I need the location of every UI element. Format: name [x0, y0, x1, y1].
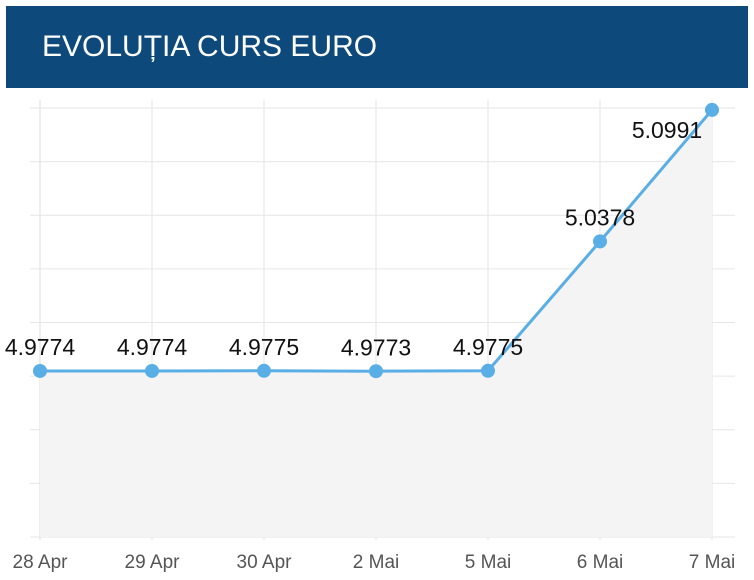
point [145, 363, 159, 378]
data-label: 4.9774 [117, 334, 188, 360]
data-label: 5.0991 [632, 117, 702, 143]
point [369, 364, 383, 379]
header-bar [6, 6, 748, 88]
chart-title: EVOLUȚIA CURS EURO [42, 30, 377, 63]
x-tick-label: 30 Apr [237, 552, 293, 573]
point [257, 363, 271, 378]
point [481, 363, 495, 378]
data-label: 5.0378 [565, 204, 635, 230]
point [705, 102, 719, 117]
data-label: 4.9774 [5, 334, 76, 360]
x-tick-label: 28 Apr [13, 552, 69, 573]
x-tick-label: 6 Mai [577, 552, 623, 573]
x-tick-label: 7 Mai [689, 552, 735, 573]
point [33, 363, 47, 378]
x-tick-label: 2 Mai [353, 552, 399, 573]
data-label: 4.9775 [229, 334, 299, 360]
x-tick-label: 29 Apr [125, 552, 181, 573]
data-label: 4.9775 [453, 334, 523, 360]
point [593, 234, 607, 249]
x-tick-label: 5 Mai [465, 552, 511, 573]
data-label: 4.9773 [341, 334, 411, 360]
area [40, 109, 712, 537]
